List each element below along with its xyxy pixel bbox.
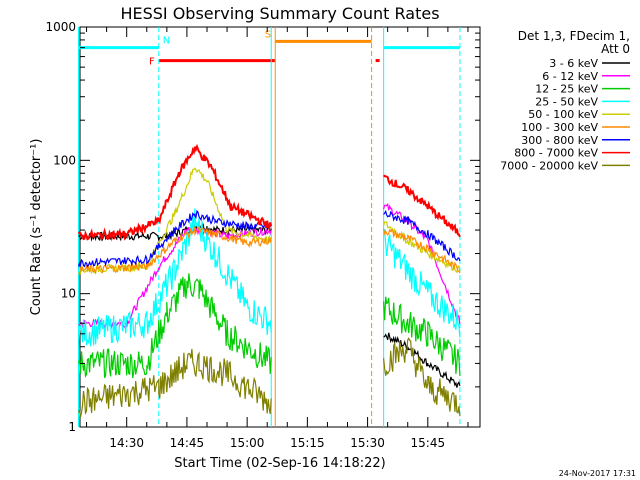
series-line-3-0 xyxy=(77,208,272,349)
series-line-6-1 xyxy=(383,209,461,262)
xtick-label-2: 15:00 xyxy=(230,436,265,450)
series-lines xyxy=(77,143,461,418)
legend-label-2: 12 - 25 keV xyxy=(535,83,598,96)
legend-label-8: 7000 - 20000 keV xyxy=(500,159,598,172)
series-line-5-0 xyxy=(78,225,272,275)
series-line-0-0 xyxy=(78,223,272,242)
flag-label-f: F xyxy=(149,57,155,68)
y-axis-label: Count Rate (s⁻¹ detector⁻¹) xyxy=(29,139,44,316)
legend-title-line1: Det 1,3, FDecim 1, xyxy=(518,29,630,43)
series-line-3-1 xyxy=(383,229,461,338)
ytick-label-1: 10 xyxy=(61,287,76,301)
x-axis-ticks: 14:30 14:45 15:00 15:15 15:30 15:45 xyxy=(86,27,469,450)
series-line-8-0 xyxy=(77,348,272,418)
xtick-label-3: 15:15 xyxy=(290,436,325,450)
series-line-5-1 xyxy=(383,228,461,274)
legend-label-5: 100 - 300 keV xyxy=(521,121,598,134)
legend-title-line2: Att 0 xyxy=(601,42,630,56)
series-line-4-0 xyxy=(78,167,272,275)
ytick-label-0: 1 xyxy=(68,420,76,434)
observing-flags: NF S xyxy=(78,29,460,68)
flag-label-n: N xyxy=(163,36,170,47)
y-axis-ticks: 1 10 100 1000 xyxy=(45,20,480,434)
legend-label-1: 6 - 12 keV xyxy=(542,70,598,83)
legend-label-6: 300 - 800 keV xyxy=(521,134,598,147)
series-line-2-1 xyxy=(383,296,461,376)
xtick-label-5: 15:45 xyxy=(411,436,446,450)
legend-label-3: 25 - 50 keV xyxy=(535,95,598,108)
footer-timestamp: 24-Nov-2017 17:31 xyxy=(559,469,636,478)
series-line-0-1 xyxy=(383,332,461,388)
series-line-7-1 xyxy=(382,174,461,238)
flag-label-s: S xyxy=(265,29,271,40)
legend-label-4: 50 - 100 keV xyxy=(528,108,598,121)
xtick-label-4: 15:30 xyxy=(350,436,385,450)
series-line-6-0 xyxy=(77,209,272,268)
xtick-label-0: 14:30 xyxy=(109,436,144,450)
series-line-2-0 xyxy=(77,273,272,379)
legend-label-7: 800 - 7000 keV xyxy=(514,147,598,160)
series-line-8-1 xyxy=(383,337,461,417)
legend-label-0: 3 - 6 keV xyxy=(549,57,598,70)
chart-title: HESSI Observing Summary Count Rates xyxy=(120,4,439,23)
xtick-label-1: 14:45 xyxy=(170,436,205,450)
series-line-1-1 xyxy=(383,202,461,325)
plot-frame xyxy=(79,26,481,428)
ytick-label-3: 1000 xyxy=(45,20,76,34)
x-axis-label: Start Time (02-Sep-16 14:18:22) xyxy=(174,456,385,471)
ytick-label-2: 100 xyxy=(53,153,76,167)
series-line-7-0 xyxy=(77,143,273,242)
